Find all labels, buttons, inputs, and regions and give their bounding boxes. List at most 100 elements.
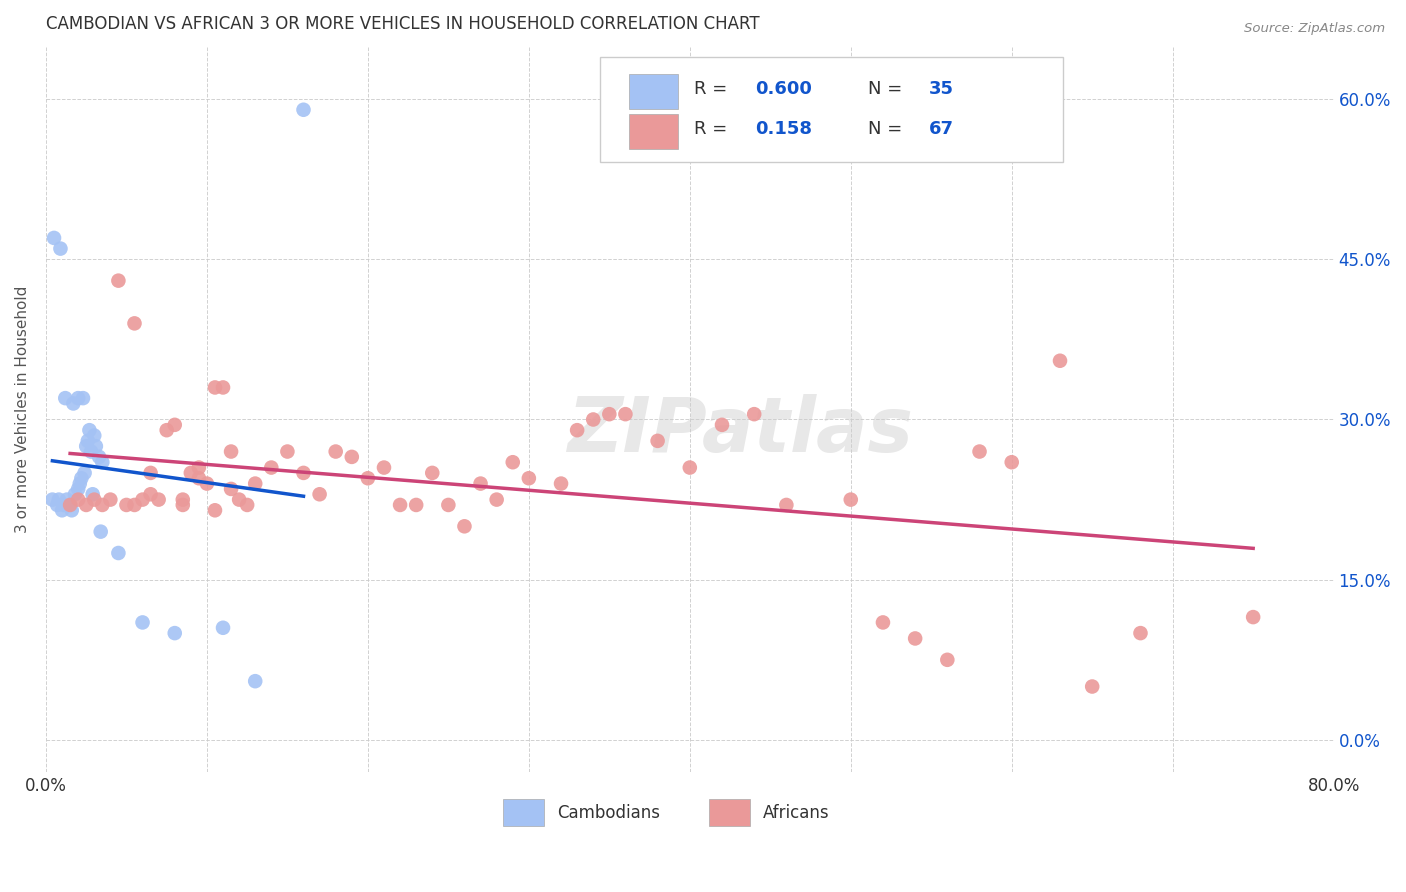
Text: Cambodians: Cambodians xyxy=(557,804,661,822)
Text: Source: ZipAtlas.com: Source: ZipAtlas.com xyxy=(1244,22,1385,36)
Point xyxy=(76,434,98,448)
Point xyxy=(245,674,267,689)
Point xyxy=(437,498,460,512)
Point xyxy=(453,519,475,533)
Point xyxy=(115,498,138,512)
Point xyxy=(340,450,363,464)
Point xyxy=(470,476,492,491)
Point xyxy=(49,242,72,256)
Point xyxy=(56,492,79,507)
FancyBboxPatch shape xyxy=(630,114,678,149)
Point xyxy=(53,391,76,405)
Point xyxy=(260,460,283,475)
Point xyxy=(904,632,927,646)
Point xyxy=(67,482,90,496)
Point xyxy=(42,231,65,245)
Point xyxy=(292,466,315,480)
Text: N =: N = xyxy=(868,120,907,138)
Text: Africans: Africans xyxy=(763,804,830,822)
Point xyxy=(325,444,347,458)
Point xyxy=(1129,626,1152,640)
Point xyxy=(139,466,162,480)
Point xyxy=(59,498,82,512)
Text: ZIPatlas: ZIPatlas xyxy=(568,393,914,467)
Point xyxy=(1001,455,1024,469)
Point xyxy=(163,417,186,432)
Point xyxy=(228,492,250,507)
Point xyxy=(711,417,734,432)
Point xyxy=(83,492,105,507)
Point xyxy=(582,412,605,426)
Point xyxy=(187,471,209,485)
Point xyxy=(72,391,94,405)
FancyBboxPatch shape xyxy=(503,799,544,827)
Point xyxy=(84,439,107,453)
Point xyxy=(172,498,194,512)
Text: CAMBODIAN VS AFRICAN 3 OR MORE VEHICLES IN HOUSEHOLD CORRELATION CHART: CAMBODIAN VS AFRICAN 3 OR MORE VEHICLES … xyxy=(46,15,759,33)
Point xyxy=(517,471,540,485)
Point xyxy=(420,466,443,480)
Point xyxy=(936,653,959,667)
Point xyxy=(124,317,146,331)
FancyBboxPatch shape xyxy=(630,74,678,109)
Point xyxy=(614,407,637,421)
Point xyxy=(41,492,63,507)
Point xyxy=(839,492,862,507)
Point xyxy=(91,498,114,512)
Text: N =: N = xyxy=(868,80,907,98)
Point xyxy=(59,498,82,512)
Point xyxy=(245,476,267,491)
Point xyxy=(502,455,524,469)
Point xyxy=(236,498,259,512)
Point xyxy=(156,423,179,437)
Text: R =: R = xyxy=(693,120,738,138)
Point xyxy=(63,487,86,501)
Point xyxy=(67,391,90,405)
Point xyxy=(131,492,153,507)
Point xyxy=(163,626,186,640)
Point xyxy=(51,503,73,517)
Point xyxy=(75,498,97,512)
Point xyxy=(139,487,162,501)
Point xyxy=(67,492,90,507)
Point xyxy=(91,455,114,469)
Point xyxy=(62,396,84,410)
Point xyxy=(204,380,226,394)
Point xyxy=(180,466,202,480)
Point xyxy=(872,615,894,630)
Point xyxy=(148,492,170,507)
FancyBboxPatch shape xyxy=(709,799,751,827)
Point xyxy=(565,423,588,437)
Point xyxy=(550,476,572,491)
Point xyxy=(98,492,121,507)
Point xyxy=(90,524,112,539)
Point xyxy=(357,471,380,485)
Point xyxy=(79,423,101,437)
Point xyxy=(52,498,75,512)
Point xyxy=(1241,610,1264,624)
Text: 67: 67 xyxy=(929,120,955,138)
Text: R =: R = xyxy=(693,80,733,98)
Point xyxy=(775,498,797,512)
Point xyxy=(969,444,991,458)
Point xyxy=(485,492,508,507)
Point xyxy=(70,471,93,485)
Point xyxy=(204,503,226,517)
Point xyxy=(1049,353,1071,368)
FancyBboxPatch shape xyxy=(600,56,1063,161)
Point xyxy=(107,546,129,560)
Point xyxy=(187,460,209,475)
Text: 35: 35 xyxy=(929,80,955,98)
Point xyxy=(46,498,69,512)
Point xyxy=(405,498,427,512)
Point xyxy=(742,407,765,421)
Point xyxy=(1081,680,1104,694)
Point xyxy=(212,380,235,394)
Point xyxy=(195,476,218,491)
Y-axis label: 3 or more Vehicles in Household: 3 or more Vehicles in Household xyxy=(15,285,30,533)
Point xyxy=(373,460,395,475)
Point xyxy=(292,103,315,117)
Point xyxy=(107,274,129,288)
Point xyxy=(389,498,412,512)
Point xyxy=(276,444,298,458)
